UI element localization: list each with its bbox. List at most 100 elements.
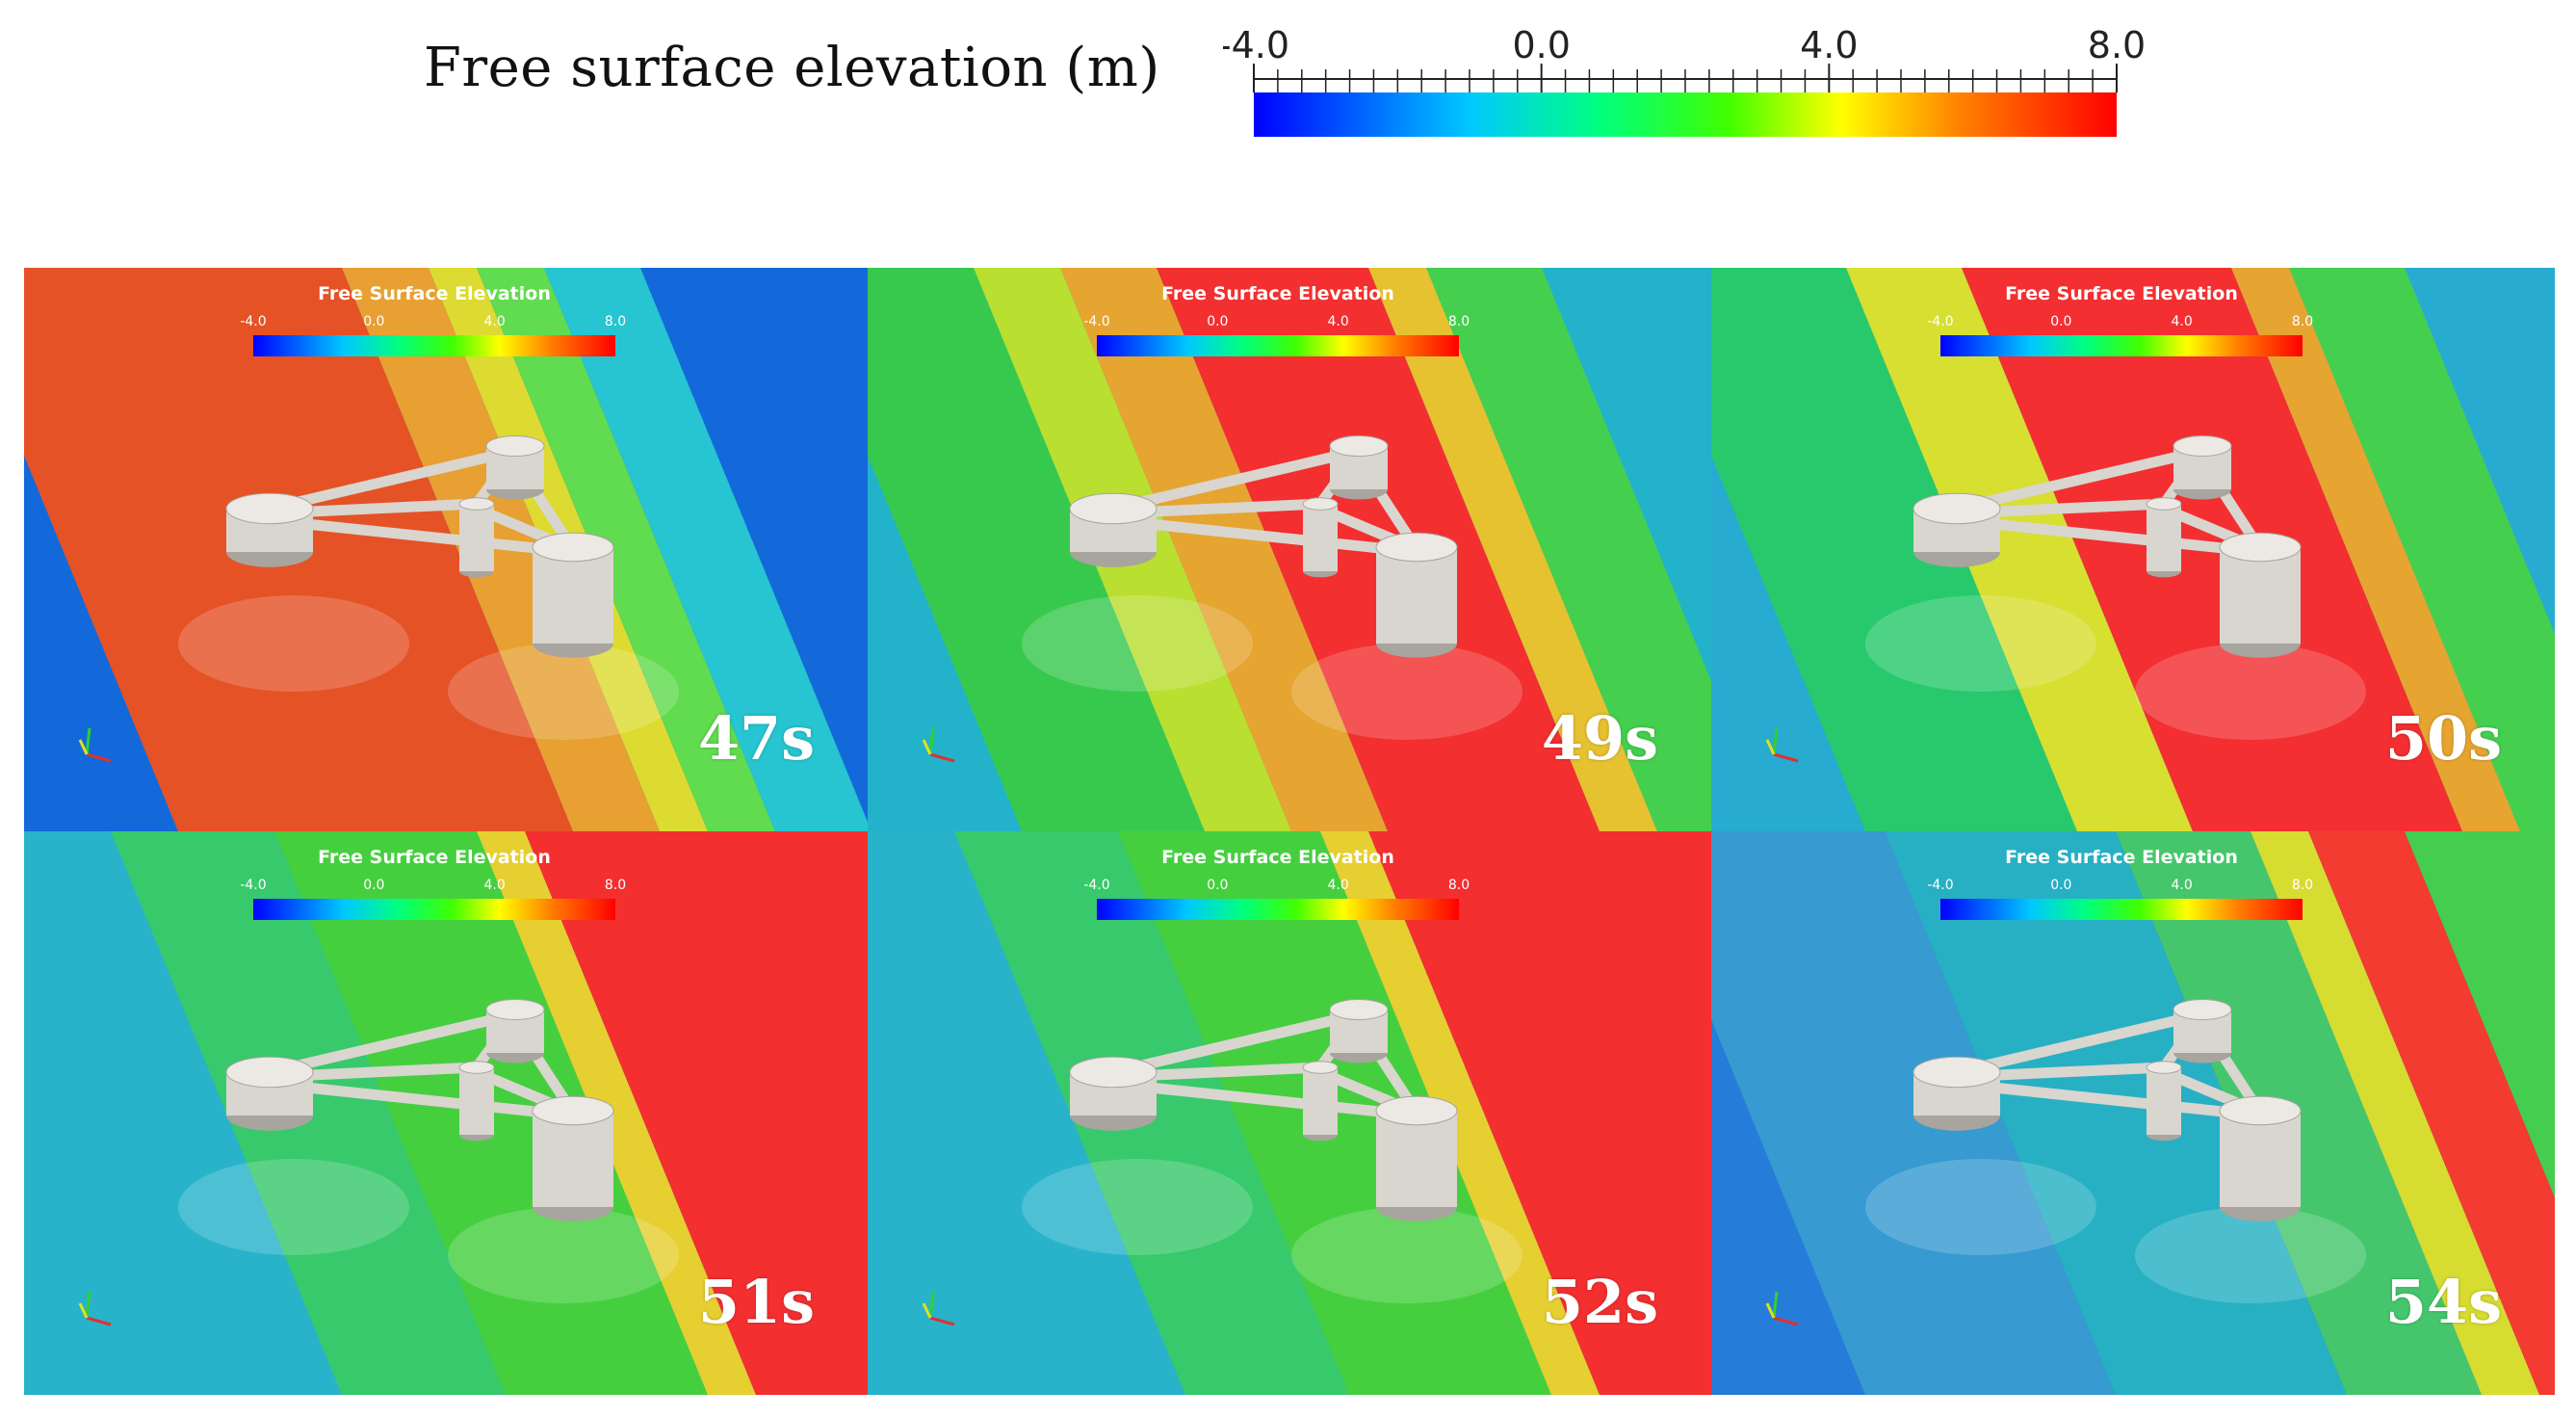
platform-brace [264,1078,579,1121]
wave-band [2231,268,2520,831]
submerged-ring [1865,595,2096,692]
wave-band [477,831,756,1395]
platform-brace [264,1009,521,1078]
platform-column [1302,1061,1339,1142]
wave-band [1368,831,1711,1395]
wave-field-render [24,831,868,1395]
platform-column [225,492,314,567]
platform-column [1069,1056,1158,1131]
mini-colorbar-title: Free Surface Elevation [1161,283,1394,304]
platform-brace [1107,445,1365,514]
axes-triad-icon [922,1291,955,1326]
platform-column [532,532,614,658]
mini-colorbar-gradient [1940,899,2303,920]
mini-colorbar-tick: 0.0 [2050,314,2072,329]
submerged-ring [448,1207,679,1303]
colorbar-tick-labels: -4.0 0.0 4.0 8.0 [1223,24,2146,66]
colorbar-gradient [1254,92,2117,137]
time-label: 52s [1541,1267,1658,1337]
mini-colorbar-title: Free Surface Elevation [318,283,551,304]
wave-band [1368,268,1657,831]
platform-brace [1951,514,2266,558]
mini-colorbar-tick: -4.0 [1083,314,1110,329]
platform-brace [264,445,521,514]
submerged-ring [2135,643,2366,740]
platform-brace [264,514,579,558]
mini-colorbar-gradient [253,335,615,356]
simulation-panel-52s: Free Surface Elevation -4.0 0.0 4.0 8.0 52s [868,831,1711,1395]
platform-column [2173,435,2232,500]
wave-band [477,268,775,831]
mini-colorbar-tick: -4.0 [1927,314,1954,329]
platform-column [1069,492,1158,567]
wave-band [2405,831,2555,1198]
submerged-ring [1291,1207,1522,1303]
mini-colorbar-tick: 4.0 [2171,314,2193,329]
axes-triad-icon [78,1291,112,1326]
mini-colorbar-tick: 8.0 [604,314,627,329]
mini-colorbar-tick: 8.0 [604,878,627,893]
wave-band [868,268,1205,831]
submerged-ring [178,1159,409,1255]
wave-band [1711,268,2077,831]
submerged-ring [1291,643,1522,740]
platform-column [2146,497,2182,578]
platform-column [1302,497,1339,578]
mini-colorbar-tick: 4.0 [483,878,506,893]
wave-band [525,831,868,1395]
submerged-ring [2135,1207,2366,1303]
time-label: 54s [2384,1267,2502,1337]
wave-band [2308,831,2555,1395]
mini-colorbar-title: Free Surface Elevation [2005,283,2238,304]
simulation-panel-47s: Free Surface Elevation -4.0 0.0 4.0 8.0 47s [24,268,868,831]
wave-band [1885,831,2347,1395]
wave-field-render [868,831,1711,1395]
colorbar-tick-label: 8.0 [2088,24,2146,66]
platform-column [485,435,545,500]
mini-colorbar-tick: 4.0 [1327,314,1349,329]
mini-colorbar-title: Free Surface Elevation [1161,847,1394,868]
wave-band [1320,831,1600,1395]
figure-title: Free surface elevation (m) [424,37,1160,99]
mini-colorbar-gradient [253,899,615,920]
mini-colorbar-tick: 4.0 [483,314,506,329]
platform-column [2219,1095,2302,1221]
wave-field-render [24,268,868,831]
platform-brace [1107,1078,1422,1121]
mini-colorbar-tick: -4.0 [1927,878,1954,893]
platform-column [1375,1095,1458,1221]
axes-triad-icon [1765,727,1799,763]
colorbar-tick-label: 4.0 [1800,24,1858,66]
mini-colorbar-tick: 0.0 [1207,314,1229,329]
simulation-panel-50s: Free Surface Elevation -4.0 0.0 4.0 8.0 50s [1711,268,2555,831]
mini-colorbar-gradient [1940,335,2303,356]
mini-colorbar-tick: 0.0 [2050,878,2072,893]
mini-colorbar-tick: 0.0 [1207,878,1229,893]
platform-column [1375,532,1458,658]
time-label: 50s [2384,703,2502,774]
wave-band [2289,268,2555,831]
platform-column [532,1095,614,1221]
platform-column [458,1061,495,1142]
platform-column [485,999,545,1064]
wave-band [1846,268,2193,831]
wave-band [544,268,868,831]
platform-column [1912,492,2001,567]
submerged-ring [1022,1159,1253,1255]
wave-band [2251,831,2539,1395]
simulation-panel-51s: Free Surface Elevation -4.0 0.0 4.0 8.0 51s [24,831,868,1395]
mini-colorbar-tick: 0.0 [363,878,385,893]
platform-column [2173,999,2232,1064]
wave-band [1426,268,1711,831]
time-label: 49s [1541,703,1658,774]
main-colorbar: -4.0 0.0 4.0 8.0 [1223,24,2146,137]
submerged-ring [1022,595,1253,692]
mini-colorbar-tick: 8.0 [2291,314,2314,329]
platform-column [1329,435,1389,500]
colorbar-tick-label: 0.0 [1512,24,1570,66]
wave-field-render [1711,268,2555,831]
mini-colorbar-gradient [1097,335,1459,356]
mini-colorbar-tick: 8.0 [1447,314,1470,329]
mini-colorbar-tick: -4.0 [240,314,267,329]
platform-column [458,497,495,578]
